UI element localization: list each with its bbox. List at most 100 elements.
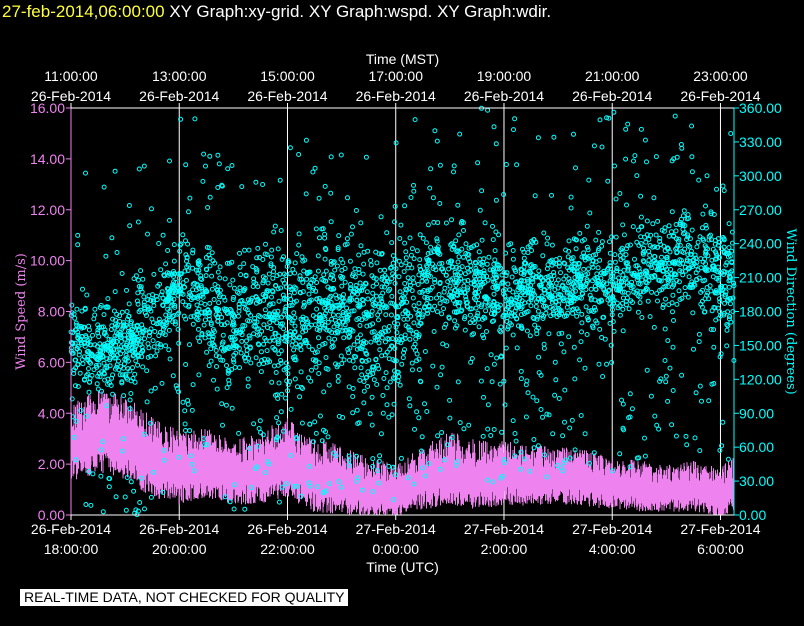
wind-direction-point bbox=[175, 326, 181, 332]
wind-direction-point bbox=[396, 304, 401, 310]
wind-direction-point bbox=[196, 326, 201, 332]
wind-direction-point bbox=[235, 313, 241, 319]
wind-direction-point bbox=[297, 394, 303, 400]
wind-direction-point bbox=[110, 372, 116, 378]
wind-direction-point bbox=[648, 232, 654, 238]
wind-direction-point bbox=[347, 327, 353, 332]
wind-direction-point bbox=[328, 261, 334, 267]
wind-direction-point bbox=[423, 240, 429, 246]
wind-direction-point bbox=[424, 301, 430, 307]
wind-direction-point bbox=[527, 269, 533, 275]
wind-direction-point bbox=[453, 238, 459, 244]
wind-direction-point bbox=[586, 177, 592, 183]
wind-direction-point bbox=[576, 295, 582, 301]
wind-direction-point bbox=[492, 280, 498, 286]
wind-direction-point bbox=[171, 242, 177, 248]
wind-direction-point bbox=[409, 265, 415, 271]
wind-direction-point bbox=[424, 256, 430, 261]
wind-direction-point bbox=[396, 274, 402, 280]
wind-direction-point bbox=[90, 471, 96, 477]
wind-direction-point bbox=[269, 315, 275, 321]
wind-direction-point bbox=[268, 254, 274, 260]
wind-direction-point bbox=[266, 302, 272, 308]
wind-direction-point bbox=[75, 332, 81, 338]
wind-direction-point bbox=[579, 311, 585, 317]
wind-direction-point bbox=[288, 297, 294, 302]
wind-direction-point bbox=[724, 260, 730, 266]
wind-direction-point bbox=[491, 427, 497, 432]
wind-direction-point bbox=[514, 345, 520, 351]
wind-direction-point bbox=[233, 330, 239, 336]
wind-direction-point bbox=[247, 345, 253, 351]
wind-direction-point bbox=[435, 220, 441, 226]
wind-direction-point bbox=[605, 297, 611, 303]
wind-direction-point bbox=[251, 331, 257, 337]
wind-direction-point bbox=[84, 413, 90, 419]
wind-direction-point bbox=[598, 283, 604, 289]
wind-direction-point bbox=[225, 166, 231, 172]
wind-direction-point bbox=[410, 275, 416, 281]
wind-direction-point bbox=[335, 378, 341, 384]
wind-direction-point bbox=[233, 350, 239, 356]
wind-direction-point bbox=[634, 277, 640, 283]
wind-direction-point bbox=[505, 304, 511, 310]
top-tick-time: 19:00:00 bbox=[477, 68, 532, 84]
wind-direction-point bbox=[416, 356, 422, 362]
wind-direction-point bbox=[235, 289, 241, 295]
wind-direction-point bbox=[434, 238, 440, 244]
wind-direction-point bbox=[86, 469, 92, 474]
wind-direction-point bbox=[274, 320, 280, 326]
wind-direction-point bbox=[596, 229, 602, 235]
wind-direction-point bbox=[375, 334, 381, 340]
wind-direction-point bbox=[710, 267, 716, 273]
wind-direction-point bbox=[401, 316, 407, 322]
wind-direction-point bbox=[578, 413, 584, 418]
wind-direction-point bbox=[643, 268, 648, 274]
wind-direction-point bbox=[491, 124, 497, 130]
wind-direction-point bbox=[694, 276, 700, 282]
wind-direction-point bbox=[187, 195, 193, 201]
wind-direction-point bbox=[670, 344, 676, 350]
wind-direction-point bbox=[437, 201, 443, 206]
wind-direction-point bbox=[711, 212, 717, 217]
wind-direction-point bbox=[316, 360, 322, 366]
wind-direction-point bbox=[677, 220, 683, 225]
wind-direction-point bbox=[535, 135, 541, 141]
wind-direction-point bbox=[178, 241, 184, 247]
wind-direction-point bbox=[606, 115, 612, 121]
wind-direction-point bbox=[183, 252, 189, 258]
wind-direction-point bbox=[325, 366, 331, 372]
wind-direction-point bbox=[97, 374, 103, 380]
wind-direction-point bbox=[75, 242, 81, 248]
wind-direction-point bbox=[326, 335, 332, 341]
wind-direction-point bbox=[513, 297, 519, 303]
wind-direction-point bbox=[419, 434, 425, 440]
wind-direction-point bbox=[536, 354, 542, 360]
wind-direction-point bbox=[651, 324, 657, 330]
wind-direction-point bbox=[660, 305, 666, 310]
wind-direction-point bbox=[283, 366, 289, 371]
wind-direction-point bbox=[306, 324, 312, 330]
wind-direction-point bbox=[523, 414, 529, 420]
wind-direction-point bbox=[414, 351, 420, 357]
wind-direction-point bbox=[474, 313, 480, 319]
wind-direction-point bbox=[369, 273, 375, 279]
wind-direction-point bbox=[133, 507, 139, 513]
wind-direction-point bbox=[476, 324, 482, 330]
bottom-tick-date: 26-Feb-2014 bbox=[31, 521, 111, 537]
wind-direction-point bbox=[400, 311, 406, 317]
wind-direction-point bbox=[491, 299, 497, 304]
wind-direction-point bbox=[695, 267, 701, 273]
wind-direction-point bbox=[490, 237, 496, 243]
wind-direction-point bbox=[300, 317, 306, 322]
wind-direction-point bbox=[439, 430, 445, 435]
wind-direction-point bbox=[181, 284, 187, 290]
wind-direction-point bbox=[201, 151, 207, 157]
wind-direction-point bbox=[504, 315, 510, 321]
wind-direction-point bbox=[153, 353, 159, 359]
wind-direction-point bbox=[673, 228, 679, 234]
wind-direction-point bbox=[310, 313, 316, 319]
wind-direction-point bbox=[518, 323, 524, 329]
wind-direction-point bbox=[373, 293, 379, 299]
wind-direction-point bbox=[703, 251, 709, 257]
